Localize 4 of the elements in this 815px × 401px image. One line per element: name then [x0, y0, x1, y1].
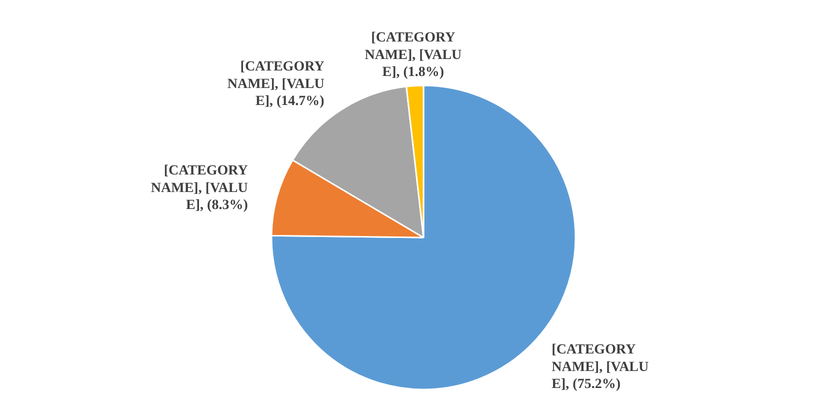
data-label: [CATEGORY NAME], [VALU E], (8.3%) [150, 164, 248, 214]
data-label: [CATEGORY NAME], [VALU E], (1.8%) [364, 30, 462, 80]
data-label: [CATEGORY NAME], [VALU E], (14.7%) [227, 60, 325, 110]
data-label: [CATEGORY NAME], [VALU E], (75.2%) [552, 342, 649, 392]
